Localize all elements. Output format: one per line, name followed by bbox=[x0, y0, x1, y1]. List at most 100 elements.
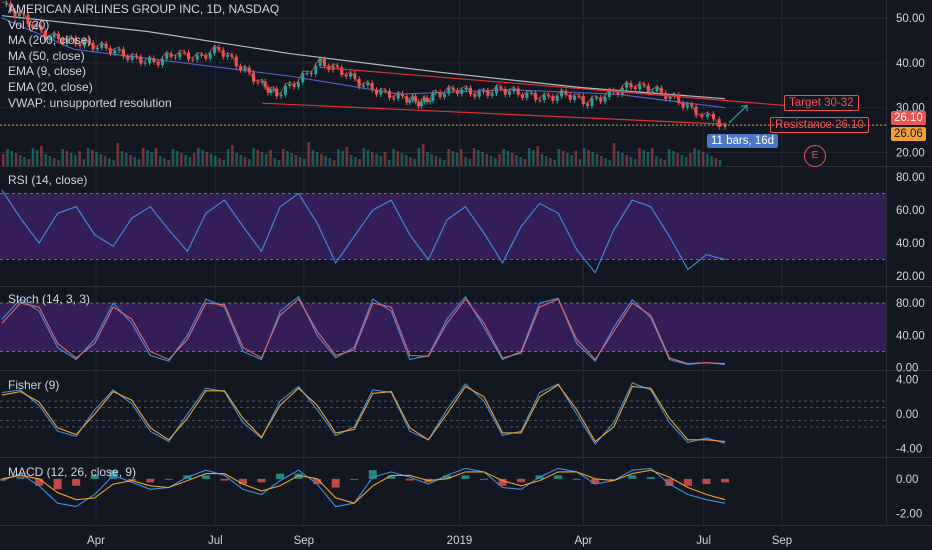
volume-bar bbox=[421, 144, 425, 166]
candle-body bbox=[100, 43, 104, 48]
macd-histogram-bar bbox=[127, 478, 136, 481]
volume-bar bbox=[48, 156, 52, 166]
macd-histogram-bar bbox=[276, 473, 285, 479]
macd-histogram-bar bbox=[554, 475, 563, 479]
resistance-label[interactable]: Resistance 26.10 bbox=[770, 117, 869, 133]
volume-bar bbox=[578, 159, 582, 166]
y-tick-label: 20.00 bbox=[896, 148, 925, 160]
study-ema20[interactable]: EMA (20, close) bbox=[8, 79, 93, 94]
candle-body bbox=[269, 89, 273, 93]
volume-bar bbox=[570, 155, 573, 166]
current-price-badge: 26.06 bbox=[891, 127, 926, 141]
volume-bar bbox=[65, 151, 69, 166]
candle-body bbox=[113, 50, 117, 54]
volume-bar bbox=[659, 158, 662, 166]
volume-bar bbox=[417, 148, 421, 166]
rsi-title[interactable]: RSI (14, close) bbox=[8, 173, 88, 187]
volume-bar bbox=[600, 156, 603, 166]
volume-bar bbox=[455, 153, 459, 166]
volume-bar bbox=[27, 159, 31, 166]
macd-histogram-bar bbox=[572, 478, 581, 480]
candle-body bbox=[655, 87, 659, 92]
volume-bar bbox=[676, 153, 679, 166]
candle-body bbox=[288, 83, 292, 86]
candle-body bbox=[344, 74, 348, 77]
macd-histogram-bar bbox=[350, 478, 359, 480]
candle-body bbox=[508, 91, 512, 95]
candle-body bbox=[460, 89, 464, 94]
macd-title[interactable]: MACD (12, 26, close, 9) bbox=[8, 465, 137, 479]
macd-line bbox=[1, 467, 726, 508]
volume-bar bbox=[231, 145, 234, 166]
macd-histogram-bar bbox=[405, 478, 414, 481]
volume-bar bbox=[489, 156, 493, 166]
volume-bar bbox=[205, 152, 209, 166]
volume-bar bbox=[167, 160, 171, 166]
volume-bar bbox=[146, 150, 149, 166]
chart-legend: AMERICAN AIRLINES GROUP INC, 1D, NASDAQ … bbox=[8, 2, 279, 111]
volume-bar bbox=[498, 154, 501, 166]
volume-bar bbox=[57, 160, 60, 166]
candle-body bbox=[318, 58, 322, 66]
candle-body bbox=[516, 88, 520, 95]
candle-body bbox=[130, 55, 134, 60]
volume-bar bbox=[693, 148, 696, 166]
macd-histogram-bar bbox=[628, 475, 637, 479]
volume-bar bbox=[112, 160, 115, 166]
volume-bar bbox=[78, 151, 81, 166]
volume-bar bbox=[281, 149, 285, 166]
macd-histogram-bar bbox=[387, 475, 396, 479]
fisher-title[interactable]: Fisher (9) bbox=[8, 378, 60, 392]
volume-bar bbox=[561, 151, 565, 166]
volume-bar bbox=[587, 150, 590, 166]
study-ema9[interactable]: EMA (9, close) bbox=[8, 64, 87, 79]
target-label[interactable]: Target 30-32 bbox=[784, 95, 859, 111]
volume-bar bbox=[710, 156, 713, 166]
volume-bar bbox=[574, 151, 578, 166]
macd-histogram-bar bbox=[368, 470, 377, 479]
volume-bar bbox=[616, 151, 620, 166]
volume-bar bbox=[553, 160, 556, 166]
volume-bar bbox=[460, 149, 463, 166]
volume-bar bbox=[485, 154, 489, 166]
volume-bar bbox=[337, 149, 340, 166]
study-ma50[interactable]: MA (50, close) bbox=[8, 48, 85, 63]
candle-body bbox=[422, 97, 426, 102]
volume-bar bbox=[175, 151, 179, 166]
study-ma200[interactable]: MA (200, close) bbox=[8, 33, 92, 48]
candle-body bbox=[296, 82, 300, 87]
candle-body bbox=[555, 96, 559, 101]
candle-body bbox=[512, 88, 516, 92]
candle-body bbox=[590, 98, 594, 106]
volume-bar bbox=[451, 151, 455, 166]
stoch-title[interactable]: Stoch (14, 3, 3) bbox=[8, 292, 91, 306]
study-vwap[interactable]: VWAP: unsupported resolution bbox=[8, 95, 172, 110]
candle-body bbox=[431, 92, 435, 101]
candle-body bbox=[396, 93, 400, 99]
macd-histogram-bar bbox=[220, 478, 229, 481]
ma50-line bbox=[1, 17, 726, 109]
volume-bar bbox=[86, 148, 90, 166]
macd-histogram-bar bbox=[461, 475, 470, 479]
earnings-marker[interactable]: E bbox=[804, 145, 826, 167]
candle-body bbox=[434, 92, 438, 94]
volume-bar bbox=[197, 148, 200, 166]
volume-bar bbox=[519, 157, 523, 166]
volume-bar bbox=[621, 153, 624, 166]
volume-bar bbox=[387, 160, 391, 166]
candle-body bbox=[56, 33, 60, 40]
study-vol[interactable]: Vol (20) bbox=[8, 17, 50, 32]
symbol-title[interactable]: AMERICAN AIRLINES GROUP INC, 1D, NASDAQ bbox=[8, 2, 280, 16]
macd-histogram-bar bbox=[331, 478, 340, 488]
volume-bar bbox=[701, 152, 705, 166]
volume-bar bbox=[646, 152, 650, 166]
candle-body bbox=[700, 115, 704, 117]
volume-bar bbox=[532, 150, 535, 166]
candle-body bbox=[560, 91, 564, 97]
volume-bar bbox=[557, 149, 561, 166]
candle-body bbox=[542, 95, 546, 101]
volume-bar bbox=[349, 155, 353, 166]
arrow-head-icon bbox=[740, 104, 748, 112]
candle-body bbox=[35, 25, 39, 28]
candle-body bbox=[221, 50, 225, 57]
